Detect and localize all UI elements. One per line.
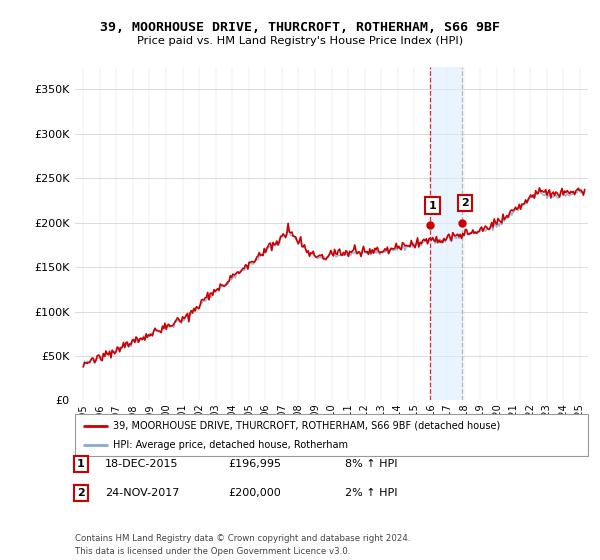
Text: 2% ↑ HPI: 2% ↑ HPI (345, 488, 398, 498)
Bar (430, 67, 462, 400)
Text: 2: 2 (77, 488, 85, 498)
Text: £196,995: £196,995 (228, 459, 281, 469)
Text: 24-NOV-2017: 24-NOV-2017 (105, 488, 179, 498)
Text: 39, MOORHOUSE DRIVE, THURCROFT, ROTHERHAM, S66 9BF: 39, MOORHOUSE DRIVE, THURCROFT, ROTHERHA… (100, 21, 500, 34)
FancyBboxPatch shape (75, 414, 588, 456)
Text: 18-DEC-2015: 18-DEC-2015 (105, 459, 179, 469)
Text: 39, MOORHOUSE DRIVE, THURCROFT, ROTHERHAM, S66 9BF (detached house): 39, MOORHOUSE DRIVE, THURCROFT, ROTHERHA… (113, 421, 501, 431)
Text: 1: 1 (77, 459, 85, 469)
Text: £200,000: £200,000 (228, 488, 281, 498)
Text: Contains HM Land Registry data © Crown copyright and database right 2024.
This d: Contains HM Land Registry data © Crown c… (75, 534, 410, 556)
Text: HPI: Average price, detached house, Rotherham: HPI: Average price, detached house, Roth… (113, 440, 349, 450)
Text: 2: 2 (461, 198, 469, 208)
Text: 8% ↑ HPI: 8% ↑ HPI (345, 459, 398, 469)
Text: 1: 1 (429, 201, 436, 211)
Text: Price paid vs. HM Land Registry's House Price Index (HPI): Price paid vs. HM Land Registry's House … (137, 36, 463, 46)
